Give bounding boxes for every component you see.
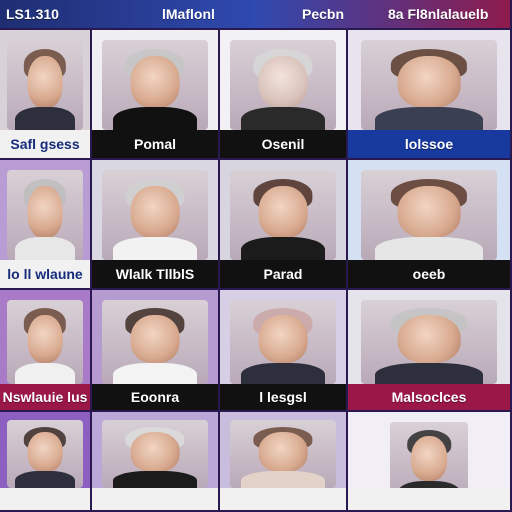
person-photo [230,419,336,489]
photo-cell [220,412,348,512]
person-photo [7,40,83,130]
person-photo [102,299,208,384]
person-photo [102,170,208,260]
name-band: Parad [220,259,346,288]
photo-cell: lo ll wlaune [0,160,92,290]
name-band: Osenil [220,129,346,158]
photo-cell: lolssoe [348,30,512,160]
photo-cell: Pomal [92,30,220,160]
name-band [348,488,510,510]
name-band: Eoonra [92,383,218,410]
name-band: Nswlauie lus [0,383,90,410]
top-bar [0,0,510,28]
photo-cell [0,412,92,512]
photo-cell: Safl gsess [0,30,92,160]
photo-cell: Eoonra [92,290,220,412]
person-photo [7,419,83,489]
photo-cell [348,412,512,512]
top-right-text: 8a Fl8nlalauelb [388,6,489,22]
name-band: oeeb [348,259,510,288]
photo-cell: oeeb [348,160,512,290]
person-photo [7,170,83,260]
person-photo [102,40,208,130]
top-name-1: lMaflonl [162,6,215,22]
top-left-number: LS1.310 [6,6,59,22]
person-photo [230,40,336,130]
photo-cell [92,412,220,512]
photo-cell: Nswlauie lus [0,290,92,412]
name-band: Pomal [92,129,218,158]
top-name-2: Pecbn [302,6,345,22]
person-photo [230,170,336,260]
photo-cell: l lesgsl [220,290,348,412]
name-band [0,488,90,510]
name-band: Wlalk TllblS [92,259,218,288]
photo-cell: Osenil [220,30,348,160]
name-band: lolssoe [348,129,510,158]
person-photo [230,299,336,384]
photo-cell: Malsoclces [348,290,512,412]
person-photo [102,419,208,489]
photo-cell: Parad [220,160,348,290]
top-banner: LS1.310 lMaflonl Pecbn 8a Fl8nlalauelb [0,0,512,30]
name-band [220,488,346,510]
name-band: lo ll wlaune [0,259,90,288]
name-band: Malsoclces [348,383,510,410]
person-photo [360,299,498,384]
person-photo [360,170,498,260]
photo-cell: Wlalk TllblS [92,160,220,290]
name-band: l lesgsl [220,383,346,410]
person-photo [360,40,498,130]
name-band: Safl gsess [0,129,90,158]
name-band [92,488,218,510]
person-photo [7,299,83,384]
